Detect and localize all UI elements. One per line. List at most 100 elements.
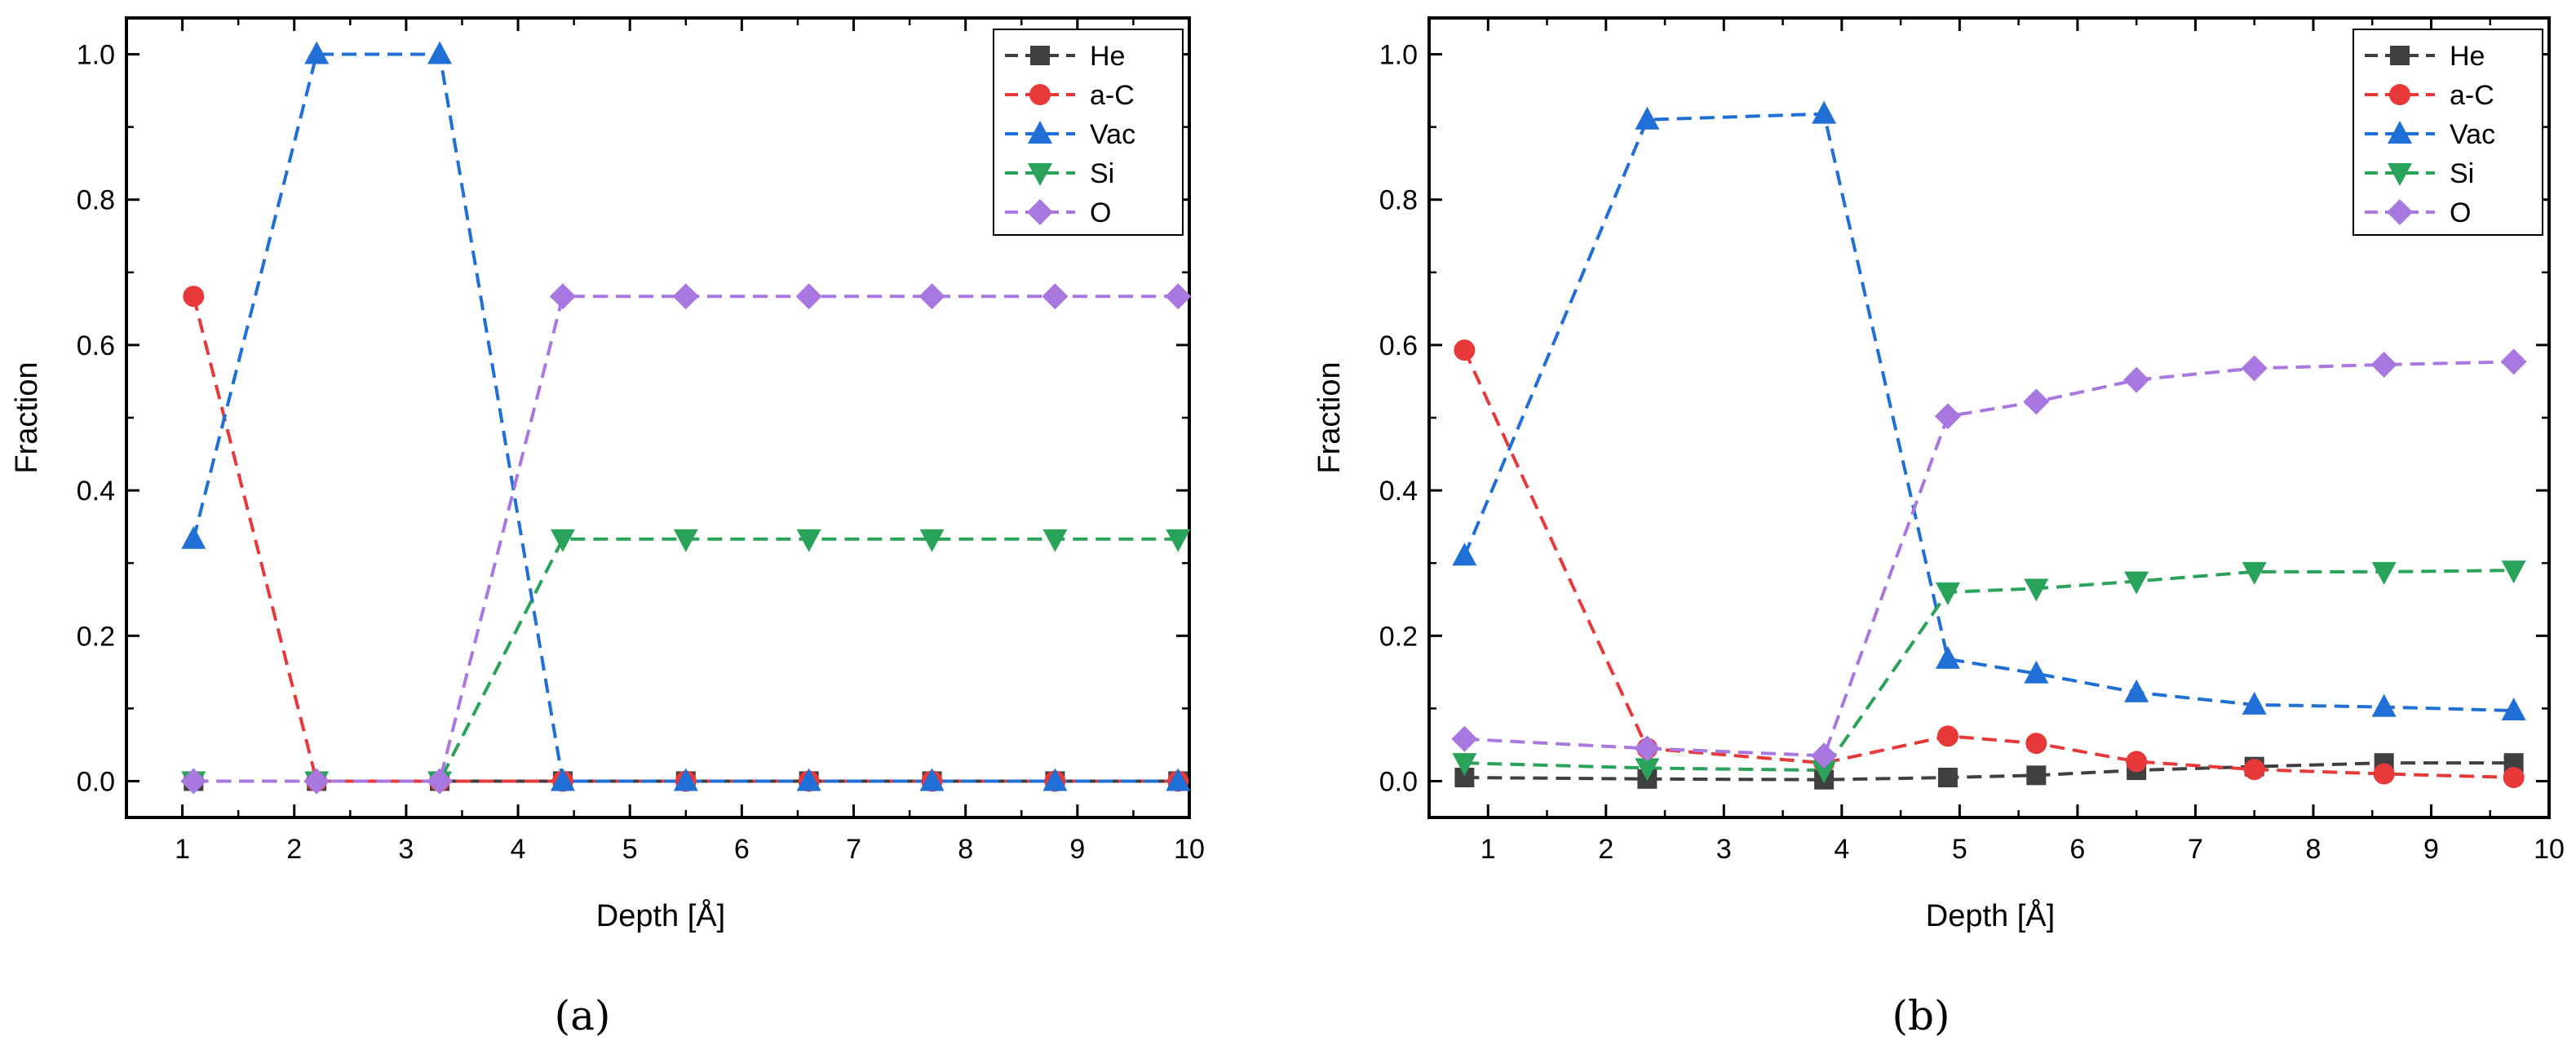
data-point-a-c [1454, 339, 1476, 361]
x-tick-label: 10 [2534, 834, 2565, 865]
y-tick-label: 0.4 [77, 476, 115, 507]
legend-label: Si [2450, 158, 2474, 189]
panel-a: 1 2 3 4 5 6 7 8 9 10 0.0 0.2 0.4 0.6 0.8 1.0 Depth [Å] Fr… [10, 16, 1205, 1039]
data-point-o [427, 768, 454, 795]
data-point-o [1165, 283, 1192, 310]
x-tick-label: 2 [1598, 834, 1613, 865]
x-tick-label: 1 [1481, 834, 1496, 865]
data-point-o [549, 283, 576, 310]
panel-b: 1 2 3 4 5 6 7 8 9 10 0.0 0.2 0.4 0.6 0.8 1.0 Depth [Å] Fr… [1312, 16, 2565, 1039]
data-point-si [2501, 560, 2526, 584]
data-point-he [2026, 765, 2047, 786]
legend-label: O [2450, 197, 2471, 228]
data-point-o [2241, 355, 2268, 382]
data-point-vac [2024, 660, 2049, 684]
data-point-si [1042, 529, 1068, 552]
data-point-a-c [1936, 725, 1959, 747]
x-axis-title: Depth [Å] [596, 897, 725, 933]
data-point-a-c [2126, 751, 2148, 773]
data-point-si [796, 529, 821, 552]
y-tick-label: 0.2 [77, 621, 115, 652]
data-point-vac [550, 768, 575, 791]
y-tick-label: 0.6 [1379, 330, 1418, 361]
data-point-o [1934, 403, 1961, 430]
legend-label: He [2450, 41, 2485, 72]
y-axis-title: Fraction [10, 361, 44, 473]
data-point-o [1451, 725, 1478, 752]
data-point-o [2370, 351, 2397, 378]
data-point-a-c [2373, 763, 2395, 785]
data-point-o [1042, 283, 1069, 310]
data-point-vac [1812, 100, 1837, 124]
data-point-si [1166, 529, 1191, 552]
x-tick-label: 9 [2423, 834, 2439, 865]
y-axis-title: Fraction [1312, 361, 1347, 473]
x-tick-label: 2 [286, 834, 302, 865]
y-tick-label: 1.0 [1379, 40, 1418, 71]
data-point-vac [1635, 106, 1660, 130]
legend-label: a-C [2450, 80, 2494, 111]
y-tick-label: 1.0 [77, 40, 115, 71]
data-point-o [180, 768, 207, 795]
data-point-vac [2371, 693, 2397, 717]
y-tick-label: 0.4 [1379, 476, 1418, 507]
legend-marker-o [1027, 199, 1053, 225]
x-tick-label: 8 [2305, 834, 2321, 865]
legend-label: He [1090, 41, 1125, 72]
data-point-a-c [183, 286, 205, 308]
data-point-vac [796, 768, 821, 791]
series-line-o [1464, 360, 2514, 758]
x-tick-label: 3 [398, 834, 414, 865]
data-point-vac [1042, 768, 1068, 791]
x-tick-label: 7 [846, 834, 861, 865]
legend-label: O [1090, 197, 1111, 228]
data-point-si [673, 529, 698, 552]
x-tick-label: 4 [1834, 834, 1849, 865]
y-tick-label: 0.0 [77, 766, 115, 797]
data-point-a-c [2503, 767, 2525, 788]
data-point-o [1811, 742, 1838, 769]
data-point-o [2500, 348, 2527, 375]
data-point-vac [1452, 543, 1477, 566]
x-tick-label: 8 [958, 834, 973, 865]
series-line-vac [192, 52, 1179, 783]
data-point-vac [1166, 768, 1191, 791]
x-tick-label: 1 [175, 834, 190, 865]
data-point-si [2024, 578, 2049, 602]
data-point-o [672, 283, 699, 310]
data-point-o [795, 283, 822, 310]
x-tick-label: 10 [1174, 834, 1205, 865]
data-point-si [2124, 571, 2149, 595]
x-tick-label: 4 [511, 834, 526, 865]
data-point-vac [2242, 691, 2267, 715]
x-tick-label: 9 [1069, 834, 1085, 865]
legend-label: Si [1090, 158, 1114, 189]
y-tick-label: 0.8 [77, 185, 115, 216]
legend-box [993, 29, 1184, 236]
y-tick-label: 0.6 [77, 330, 115, 361]
x-tick-label: 7 [2188, 834, 2203, 865]
x-tick-label: 5 [1952, 834, 1967, 865]
data-point-si [2242, 561, 2267, 585]
legend-marker-vac [2388, 121, 2412, 144]
legend-label: Vac [2450, 119, 2495, 150]
legend: He a-C Vac Si O [993, 29, 1184, 236]
series-line-vac [1463, 112, 2514, 713]
data-point-vac [673, 768, 698, 791]
data-point-vac [919, 768, 945, 791]
data-point-he [1937, 768, 1958, 787]
data-point-vac [181, 525, 206, 549]
x-tick-label: 3 [1716, 834, 1732, 865]
panel-label: (a) [555, 992, 611, 1039]
legend-marker-o [2387, 199, 2413, 225]
data-point-si [1635, 758, 1660, 782]
legend-label: a-C [1090, 80, 1135, 111]
data-point-vac [427, 41, 453, 64]
data-point-si [2371, 561, 2397, 585]
data-point-vac [1935, 645, 1960, 669]
data-point-si [1935, 582, 1960, 605]
y-tick-label: 0.2 [1379, 621, 1418, 652]
x-axis-title: Depth [Å] [1926, 897, 2055, 933]
data-point-si [1452, 753, 1477, 777]
